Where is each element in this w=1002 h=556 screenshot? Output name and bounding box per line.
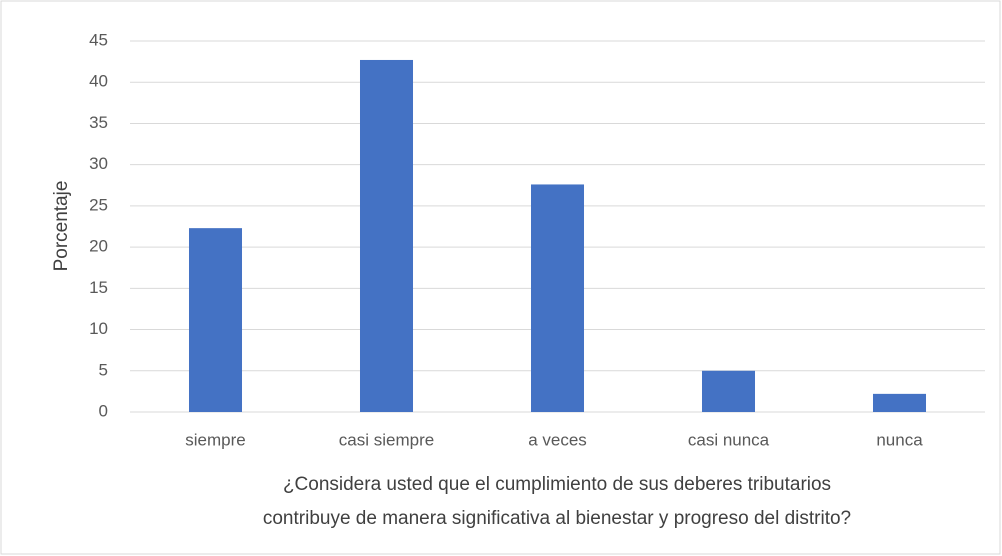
y-tick-label: 0 [99, 401, 108, 420]
y-tick-label: 40 [89, 72, 108, 91]
bar [359, 59, 414, 413]
y-tick-label: 20 [89, 237, 108, 256]
bar [530, 184, 585, 412]
bar [701, 370, 756, 412]
x-tick-label: a veces [528, 430, 587, 449]
x-axis-title: ¿Considera usted que el cumplimiento de … [283, 474, 831, 495]
y-tick-label: 25 [89, 195, 108, 214]
y-tick-label: 35 [89, 113, 108, 132]
y-tick-label: 30 [89, 154, 108, 173]
y-axis-title: Porcentaje [51, 181, 72, 272]
x-tick-label: casi nunca [688, 430, 770, 449]
bar [872, 393, 927, 412]
y-tick-label: 45 [89, 30, 108, 49]
y-tick-label: 10 [89, 319, 108, 338]
x-tick-label: siempre [185, 430, 245, 449]
x-tick-label: nunca [876, 430, 923, 449]
y-tick-label: 15 [89, 278, 108, 297]
x-axis-title: contribuye de manera significativa al bi… [263, 508, 851, 529]
y-tick-label: 5 [99, 360, 108, 379]
x-tick-label: casi siempre [339, 430, 434, 449]
bar [188, 228, 243, 412]
